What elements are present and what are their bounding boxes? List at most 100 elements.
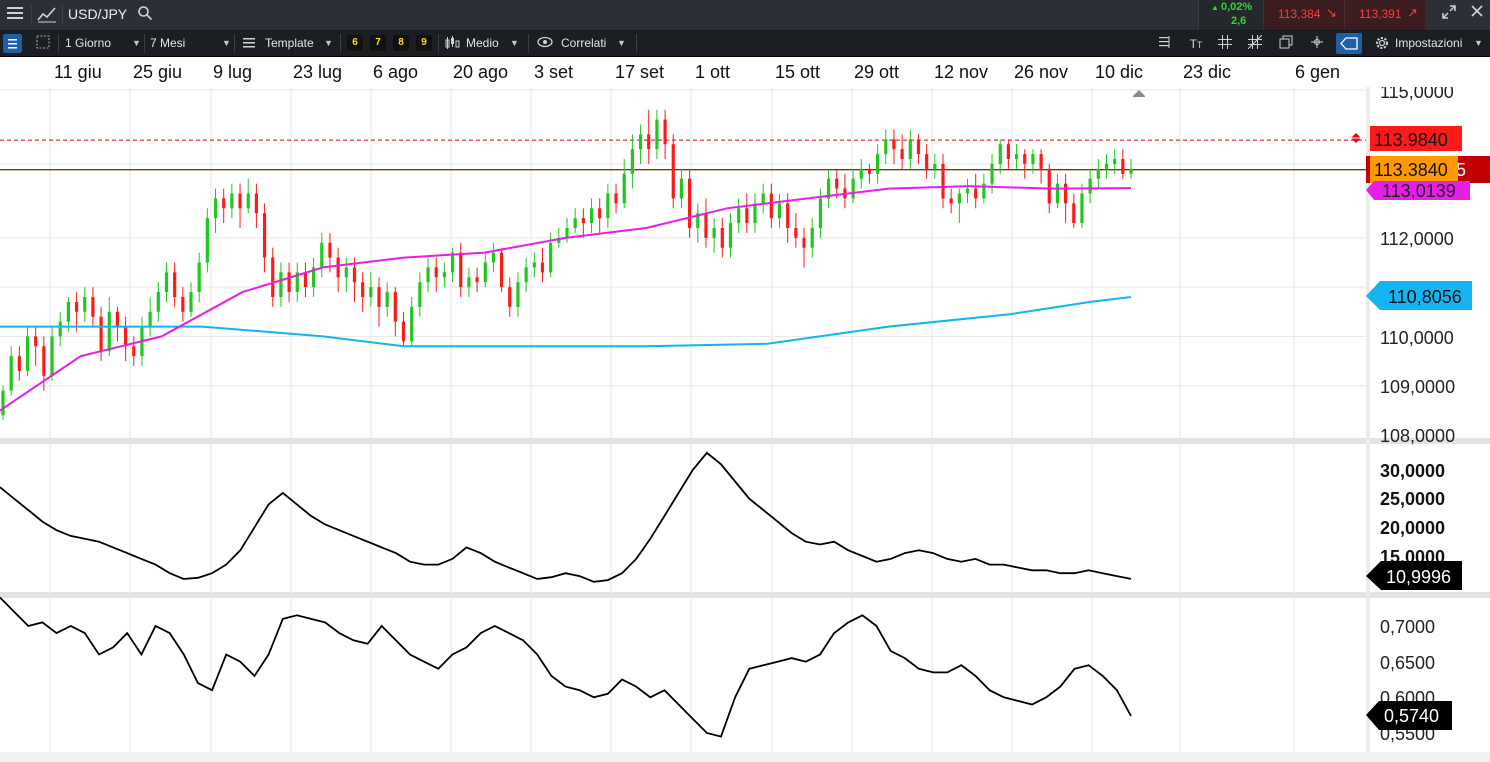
chevron-down-icon[interactable]: ▼ [132,38,141,48]
candle-down [786,203,790,228]
ma-fast-tag[interactable] [1366,181,1470,200]
home-marker-icon[interactable] [1133,90,1145,97]
date-label: 9 lug [213,62,253,82]
chart-type-select[interactable]: Medio [466,36,499,50]
drawing-tools-icon[interactable] [1155,35,1173,53]
candle-up [25,336,30,371]
candle-up [557,237,561,243]
partial-price-digit: 5 [1456,160,1466,180]
candle-up [9,356,13,391]
template-button[interactable]: Template [265,36,314,50]
quick-template-6[interactable]: 6 [347,35,363,51]
candle-up [1055,183,1060,204]
date-label: 23 lug [293,62,343,82]
date-label: 10 dic [1095,62,1144,82]
indicator-current-tag[interactable] [1366,701,1452,730]
candle-down [663,119,667,145]
axis-separator[interactable] [1366,87,1370,762]
candle-down [867,168,872,174]
quick-template-9[interactable]: 9 [416,35,432,51]
candle-up [426,267,430,283]
ask-box[interactable]: 113,391 ↗ [1344,0,1425,30]
candle-down [377,287,381,307]
crosshair-grid-icon[interactable] [1246,34,1264,53]
close-icon[interactable] [1468,5,1486,23]
price-axis-label: 112,0000 [1380,229,1454,249]
menu-icon[interactable] [4,5,26,25]
red-line-tag[interactable] [1370,126,1462,151]
panel-separator[interactable] [0,592,1490,598]
correlated-button[interactable]: Correlati [561,36,607,50]
indicator-axis-label: 0,6500 [1380,653,1435,673]
candle-down [254,193,258,214]
text-size-icon[interactable]: TT [1189,37,1203,51]
orange-line-tag[interactable] [1370,156,1458,183]
candle-up [230,193,234,209]
candle-down [434,267,438,278]
chevron-down-icon[interactable]: ▼ [324,38,333,48]
candle-down [401,321,406,342]
grid-icon[interactable] [1216,35,1234,53]
quick-template-7[interactable]: 7 [370,35,386,51]
chevron-down-icon[interactable]: ▼ [1474,38,1483,48]
eye-icon[interactable] [536,36,554,52]
date-label: 23 dic [1183,62,1232,82]
down-arrow-icon: ↘ [1326,5,1337,20]
candle-up [589,208,594,224]
layout-icon[interactable] [34,35,52,53]
change-pct: 0,02% [1221,1,1253,13]
candle-down [941,163,945,199]
chevron-down-icon[interactable]: ▼ [222,38,231,48]
chart-line-icon[interactable] [36,5,58,25]
settings-button[interactable]: Impostazioni [1395,36,1463,50]
candle-up [851,178,855,199]
candle-up [565,228,569,238]
template-icon[interactable] [241,36,257,52]
bid-box[interactable]: 113,384 ↘ [1263,0,1344,30]
candle-down [835,178,839,189]
chart-area[interactable]: 115,0000 112,0000 110,0000 109,0000 108,… [0,87,1490,762]
list-view-icon[interactable] [3,34,22,53]
candle-down [540,262,545,273]
crosshair-icon[interactable] [1308,35,1326,53]
label-tag-icon[interactable] [1336,33,1362,54]
expand-icon[interactable] [1440,5,1458,23]
candle-up [606,193,610,219]
chevron-down-icon[interactable]: ▼ [617,38,626,48]
orange-line-value: 113.3840 [1374,160,1448,180]
candle-up [410,306,414,342]
candle-down [42,346,46,376]
range-select[interactable]: 7 Mesi [150,36,186,50]
indicator-axis-label: 20,0000 [1380,518,1445,538]
candle-up [205,218,209,263]
date-label: 15 ott [775,62,821,82]
price-axis-label: 108,0000 [1380,426,1455,446]
up-arrow-icon: ↗ [1407,5,1418,20]
candle-down [671,144,675,199]
search-icon[interactable] [136,5,154,23]
candle-down [598,208,602,219]
copy-icon[interactable] [1277,35,1295,53]
candle-up [884,139,888,155]
candle-up [189,292,193,312]
quick-template-8[interactable]: 8 [393,35,409,51]
candle-up [1129,168,1133,174]
interval-select[interactable]: 1 Giorno [65,36,112,50]
candles-icon[interactable] [443,35,461,53]
candle-up [549,242,553,273]
ma-slow-tag[interactable] [1366,281,1472,310]
panel-separator[interactable] [0,438,1490,444]
candle-down [124,326,128,347]
candle-down [303,272,308,288]
indicator-panel-2 [0,451,1132,583]
candle-up [66,301,70,322]
candle-up [1031,154,1035,164]
candle-up [957,193,961,204]
candle-up [982,183,986,199]
chevron-down-icon[interactable]: ▼ [510,38,519,48]
symbol-title[interactable]: USD/JPY [68,6,128,22]
gear-icon[interactable] [1373,35,1391,53]
indicator-current-tag[interactable] [1366,561,1462,590]
ma-fast-value: 113,0139 [1382,181,1456,201]
candle-up [107,311,111,352]
